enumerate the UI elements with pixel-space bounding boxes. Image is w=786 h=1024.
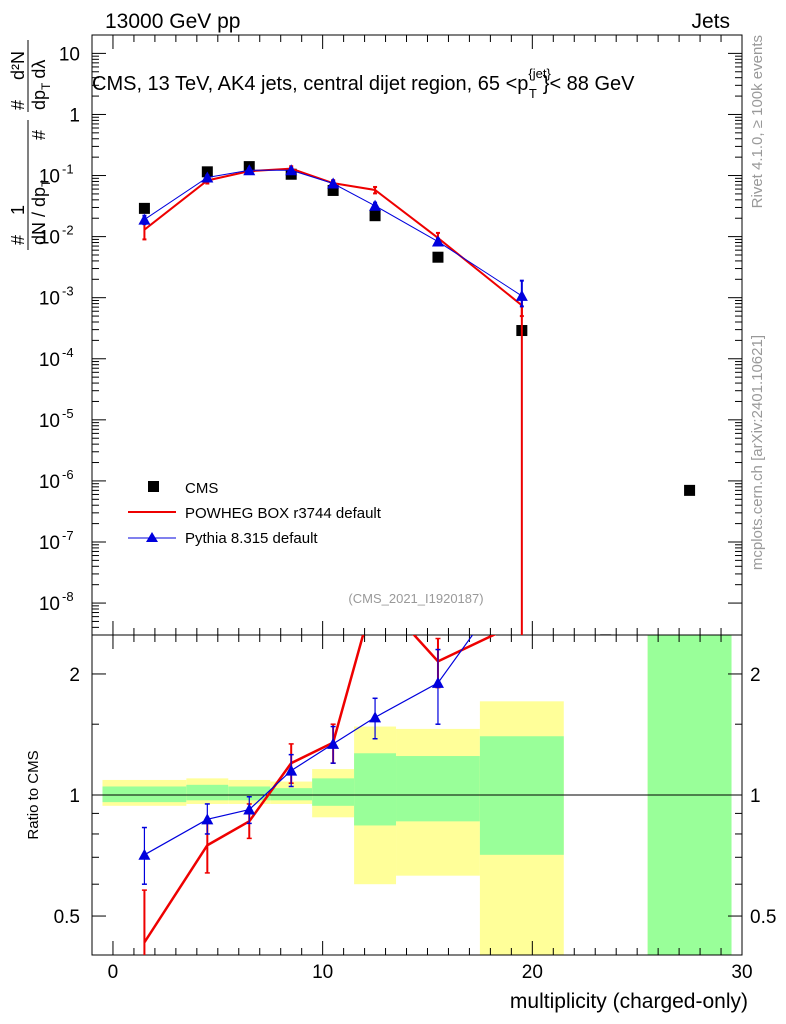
band-green-3 xyxy=(270,788,313,801)
cms-point-9 xyxy=(684,484,696,496)
pythia-ratio-line xyxy=(144,635,474,856)
analysis-id: (CMS_2021_I1920187) xyxy=(348,591,483,606)
main-ytick-label-9: 10 xyxy=(59,44,80,65)
x-tick-label-2: 20 xyxy=(522,962,543,983)
x-tick-label-1: 10 xyxy=(312,962,333,983)
plot-title: CMS, 13 TeV, AK4 jets, central dijet reg… xyxy=(92,66,635,101)
main-ytick-label-2: 10 xyxy=(39,472,60,493)
ratio-bands xyxy=(102,635,732,955)
main-ytick-label-3: 10 xyxy=(39,411,60,432)
main-ytick-label-4: 10 xyxy=(39,350,60,371)
main-y-label: # 1 dN / dpT # d²N # dpTdλ xyxy=(8,40,53,250)
y-label-num-hash: # xyxy=(8,100,28,110)
pythia-ratio-point-5 xyxy=(369,711,382,723)
y-label-den-hash: # xyxy=(29,130,49,140)
y-label-den1: dN / dpT xyxy=(29,179,53,245)
x-tick-label-0: 0 xyxy=(108,962,119,983)
ratio-plot-data xyxy=(138,635,497,955)
ratio-ytick-label-right-0: 0.5 xyxy=(750,907,776,928)
main-ytick-exp-2: -6 xyxy=(62,467,74,482)
band-green-4 xyxy=(312,778,355,806)
legend-pythia-marker xyxy=(146,532,158,542)
band-green-5 xyxy=(354,753,397,826)
ratio-axes: 0.5 0.51 12 20 10 20 30 xyxy=(54,635,776,983)
pythia-ratio-point-4 xyxy=(327,737,340,749)
ratio-y-label: Ratio to CMS xyxy=(25,750,42,839)
pythia-point-0 xyxy=(138,213,151,225)
pythia-ratio-point-6 xyxy=(431,676,444,688)
main-ytick-exp-6: -2 xyxy=(62,223,74,238)
main-ytick-exp-0: -8 xyxy=(62,589,74,604)
cms-point-6 xyxy=(432,251,444,263)
ratio-ytick-label-right-1: 1 xyxy=(750,786,761,807)
main-ytick-label-0: 10 xyxy=(39,594,60,615)
pythia-ratio-point-3 xyxy=(285,764,298,776)
main-ytick-exp-7: -1 xyxy=(62,162,74,177)
main-ytick-exp-4: -4 xyxy=(62,345,74,360)
legend-cms-marker xyxy=(148,481,159,492)
pythia-point-4 xyxy=(327,177,340,189)
mcplots-label: mcplots.cern.ch [arXiv:2401.10621] xyxy=(749,335,766,570)
main-ytick-exp-3: -5 xyxy=(62,406,74,421)
legend: CMS POWHEG BOX r3744 default Pythia 8.31… xyxy=(128,480,382,547)
header-left: 13000 GeV pp xyxy=(105,10,240,33)
main-plot-data xyxy=(138,161,696,635)
pythia-point-5 xyxy=(369,199,382,211)
cms-point-4 xyxy=(327,184,339,196)
x-axis-label: multiplicity (charged-only) xyxy=(510,990,748,1013)
ratio-ytick-label-left-1: 1 xyxy=(69,786,80,807)
main-ytick-exp-5: -3 xyxy=(62,284,74,299)
band-green-6 xyxy=(396,756,480,822)
main-ytick-label-7: 10 xyxy=(39,167,60,188)
band-green-0 xyxy=(102,786,187,803)
band-green-7 xyxy=(479,736,564,855)
pythia-ratio-point-0 xyxy=(138,848,151,860)
y-label-hash-1: # xyxy=(8,235,28,245)
y-label-num2: d²N xyxy=(8,51,28,80)
pythia-ratio-point-1 xyxy=(201,813,214,825)
powheg-line xyxy=(143,167,523,635)
pythia-point-3 xyxy=(285,164,298,176)
cms-point-8 xyxy=(600,634,612,635)
y-label-one: 1 xyxy=(8,205,28,215)
main-ytick-label-6: 10 xyxy=(39,228,60,249)
pythia-point-7 xyxy=(515,289,528,301)
legend-pythia-label: Pythia 8.315 default xyxy=(185,530,318,547)
powheg-ratio-line xyxy=(143,635,497,944)
ratio-ytick-label-left-2: 2 xyxy=(69,665,80,686)
pythia-ratio-point-2 xyxy=(243,803,256,815)
pythia-line xyxy=(144,169,523,297)
legend-powheg-label: POWHEG BOX r3744 default xyxy=(185,505,382,522)
main-ytick-label-8: 1 xyxy=(69,105,80,126)
rivet-label: Rivet 4.1.0, ≥ 100k events xyxy=(749,35,766,208)
band-green-8 xyxy=(647,635,732,955)
pythia-point-6 xyxy=(431,235,444,247)
pythia-point-2 xyxy=(243,164,256,176)
ratio-ytick-label-right-2: 2 xyxy=(750,665,761,686)
cms-point-0 xyxy=(138,202,150,214)
main-ytick-exp-1: -7 xyxy=(62,528,74,543)
band-green-2 xyxy=(228,786,271,801)
band-green-1 xyxy=(186,784,229,801)
cms-point-5 xyxy=(369,210,381,222)
header-right: Jets xyxy=(691,10,730,33)
pythia-point-1 xyxy=(201,171,214,183)
x-tick-label-3: 30 xyxy=(731,962,752,983)
ratio-ytick-label-left-0: 0.5 xyxy=(54,907,80,928)
main-ytick-label-5: 10 xyxy=(39,289,60,310)
y-label-den2: dpTdλ xyxy=(29,60,53,110)
main-ytick-label-1: 10 xyxy=(39,533,60,554)
legend-cms-label: CMS xyxy=(185,480,218,497)
